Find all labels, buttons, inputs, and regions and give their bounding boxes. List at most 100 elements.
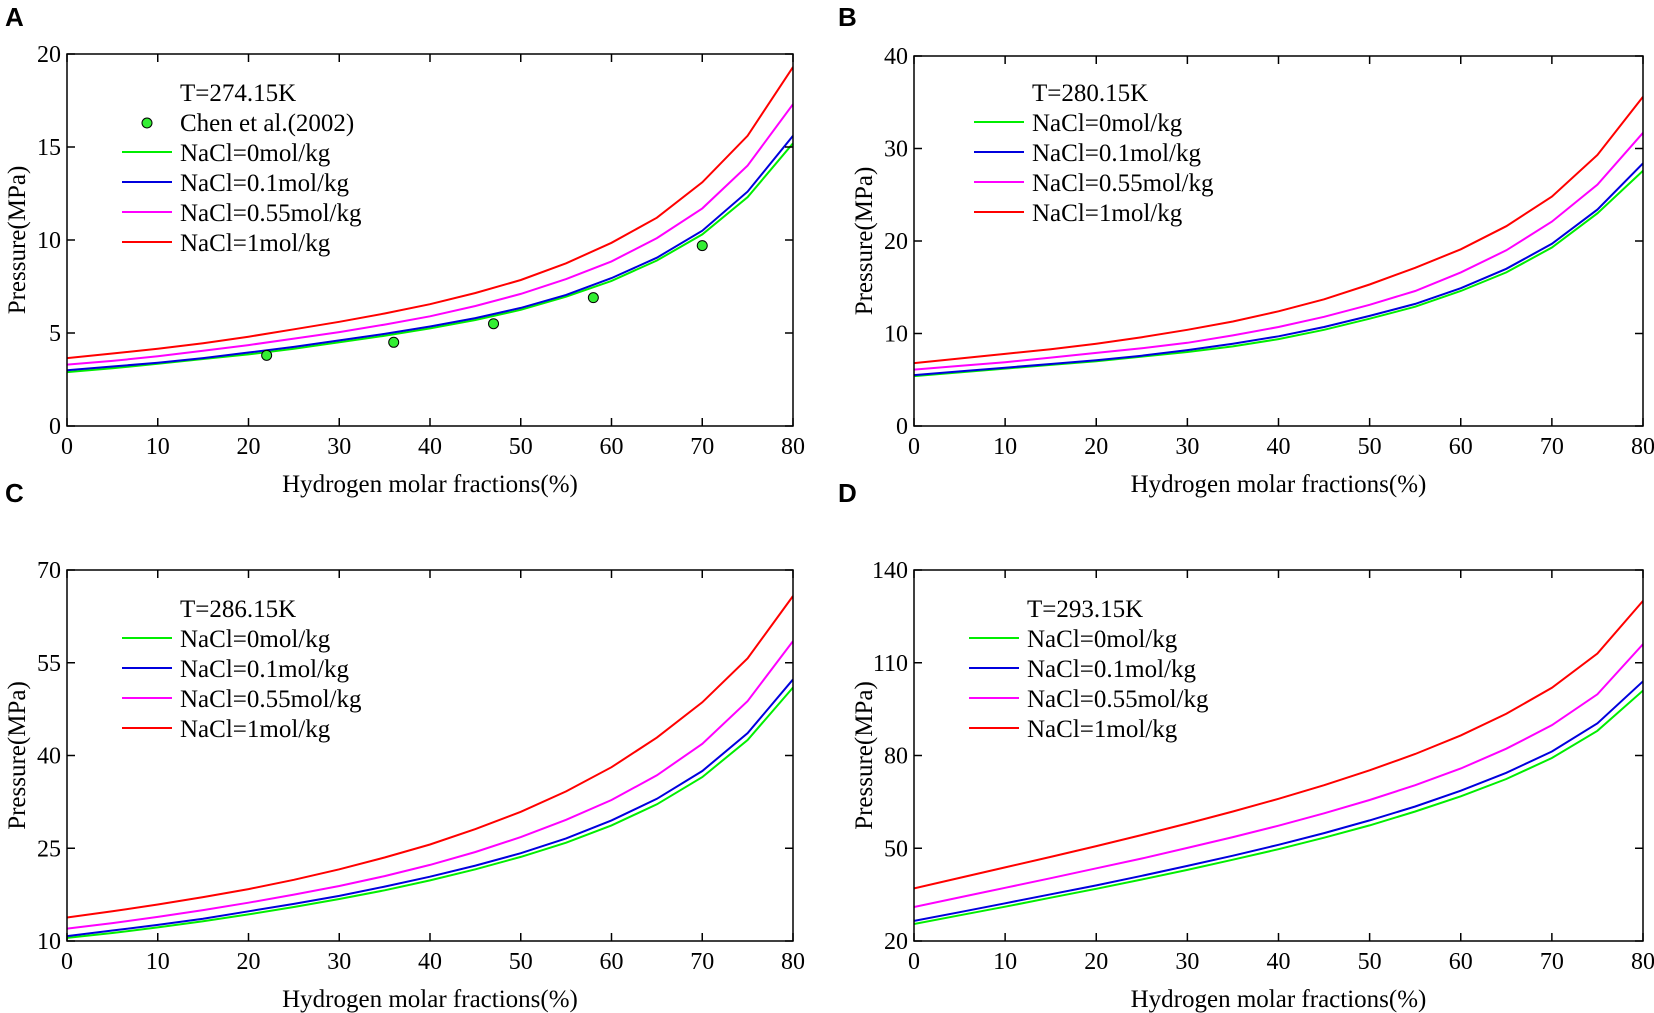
y-tick-label-b-3: 30 [884, 137, 908, 163]
x-tick-label-b-3: 30 [1175, 434, 1199, 460]
legend-label-b-0: NaCl=0mol/kg [1032, 110, 1183, 137]
data-point-a-1 [388, 336, 400, 348]
x-tick-label-c-8: 80 [781, 949, 805, 975]
x-tick-label-d-3: 30 [1175, 949, 1199, 975]
x-tick-label-d-0: 0 [908, 949, 920, 975]
chart-panel-a: A 0 10 20 30 40 50 60 70 80 0 5 10 15 20 Hydrogen molar… [4, 2, 805, 498]
legend-label-d-0: NaCl=0mol/kg [1027, 626, 1178, 653]
x-tick-label-d-4: 40 [1267, 949, 1291, 975]
series-line-c-2 [67, 640, 793, 930]
x-tick-label-c-1: 10 [146, 949, 170, 975]
legend-title-d: T=293.15K [1027, 596, 1143, 623]
x-tick-label-d-6: 60 [1449, 949, 1473, 975]
x-axis-label-a: Hydrogen molar fractions(%) [282, 471, 578, 498]
chart-panel-d: D 0 10 20 30 40 50 60 70 80 20 50 80 110 140 Hydrogen m… [838, 478, 1654, 1013]
y-axis-label-d: Pressure(MPa) [851, 681, 878, 830]
x-tick-label-d-7: 70 [1540, 949, 1564, 975]
data-point-a-4 [696, 240, 708, 252]
y-tick-label-d-2: 80 [884, 744, 908, 770]
series-line-c-3 [67, 595, 793, 919]
series-line-c-1 [67, 678, 793, 938]
x-tick-label-a-3: 30 [327, 434, 351, 460]
x-tick-label-c-7: 70 [690, 949, 714, 975]
x-tick-label-b-0: 0 [908, 434, 920, 460]
panel-letter-a: A [5, 2, 24, 32]
y-tick-label-a-4: 20 [37, 42, 61, 68]
x-tick-label-c-6: 60 [600, 949, 624, 975]
panel-letter-b: B [838, 2, 857, 32]
x-tick-label-d-5: 50 [1358, 949, 1382, 975]
chart-panel-b: B 0 10 20 30 40 50 60 70 80 0 10 20 30 40 Hydrogen mola… [838, 2, 1654, 498]
x-tick-label-c-3: 30 [327, 949, 351, 975]
plot-frame-d [913, 569, 1644, 942]
x-axis-label-d: Hydrogen molar fractions(%) [1131, 986, 1427, 1013]
y-tick-label-c-3: 55 [37, 651, 61, 677]
y-axis-label-b: Pressure(MPa) [851, 167, 878, 316]
y-tick-label-a-3: 15 [37, 135, 61, 161]
y-tick-label-c-4: 70 [37, 558, 61, 584]
series-line-d-3 [914, 600, 1643, 890]
legend-label-d-3: NaCl=1mol/kg [1027, 716, 1178, 743]
series-line-d-0 [914, 689, 1643, 925]
legend-title-b: T=280.15K [1032, 80, 1148, 107]
series-line-a-3 [67, 66, 793, 360]
x-tick-label-d-2: 20 [1084, 949, 1108, 975]
legend-label-b-1: NaCl=0.1mol/kg [1032, 140, 1201, 167]
y-tick-label-c-2: 40 [37, 744, 61, 770]
y-axis-label-c: Pressure(MPa) [4, 681, 31, 830]
legend-label-a-3: NaCl=1mol/kg [180, 230, 331, 257]
x-tick-label-c-2: 20 [237, 949, 261, 975]
x-tick-label-a-1: 10 [146, 434, 170, 460]
y-tick-label-d-1: 50 [884, 836, 908, 862]
x-tick-label-b-2: 20 [1084, 434, 1108, 460]
legend-title-a: T=274.15K [180, 80, 296, 107]
y-tick-label-d-0: 20 [884, 929, 908, 955]
x-tick-label-a-6: 60 [600, 434, 624, 460]
y-tick-label-a-0: 0 [49, 414, 61, 440]
data-point-a-2 [488, 318, 500, 330]
legend-marker-points-a [141, 117, 153, 129]
y-tick-label-a-2: 10 [37, 228, 61, 254]
y-tick-label-d-3: 110 [873, 651, 908, 677]
legend-label-d-1: NaCl=0.1mol/kg [1027, 656, 1196, 683]
series-line-a-2 [67, 103, 793, 366]
x-tick-label-d-8: 80 [1631, 949, 1654, 975]
legend-label-c-3: NaCl=1mol/kg [180, 716, 331, 743]
legend-label-b-3: NaCl=1mol/kg [1032, 200, 1183, 227]
x-tick-label-c-5: 50 [509, 949, 533, 975]
data-point-a-0 [261, 349, 273, 361]
x-tick-label-b-1: 10 [993, 434, 1017, 460]
x-tick-label-a-0: 0 [61, 434, 73, 460]
legend-label-a-1: NaCl=0.1mol/kg [180, 170, 349, 197]
series-line-b-0 [914, 169, 1643, 378]
legend-label-b-2: NaCl=0.55mol/kg [1032, 170, 1214, 197]
x-axis-label-b: Hydrogen molar fractions(%) [1131, 471, 1427, 498]
y-tick-label-a-1: 5 [49, 321, 61, 347]
legend-title-c: T=286.15K [180, 596, 296, 623]
y-tick-label-b-2: 20 [884, 229, 908, 255]
x-tick-label-d-1: 10 [993, 949, 1017, 975]
legend-label-d-2: NaCl=0.55mol/kg [1027, 686, 1209, 713]
legend-label-c-2: NaCl=0.55mol/kg [180, 686, 362, 713]
panel-letter-c: C [5, 478, 24, 508]
plot-frame-b [913, 55, 1644, 427]
x-tick-label-b-4: 40 [1267, 434, 1291, 460]
x-tick-label-c-0: 0 [61, 949, 73, 975]
series-line-a-1 [67, 135, 793, 372]
x-tick-label-b-5: 50 [1358, 434, 1382, 460]
x-tick-label-b-7: 70 [1540, 434, 1564, 460]
y-tick-label-b-4: 40 [884, 44, 908, 70]
x-tick-label-a-2: 20 [237, 434, 261, 460]
plot-frame-a [66, 53, 794, 427]
data-point-a-3 [587, 292, 599, 304]
legend-label-a-2: NaCl=0.55mol/kg [180, 200, 362, 227]
x-axis-label-c: Hydrogen molar fractions(%) [282, 986, 578, 1013]
y-axis-label-a: Pressure(MPa) [4, 166, 31, 315]
series-line-a-0 [67, 142, 793, 374]
legend-label-c-0: NaCl=0mol/kg [180, 626, 331, 653]
x-tick-label-a-5: 50 [509, 434, 533, 460]
y-tick-label-b-1: 10 [884, 322, 908, 348]
legend-label-c-1: NaCl=0.1mol/kg [180, 656, 349, 683]
